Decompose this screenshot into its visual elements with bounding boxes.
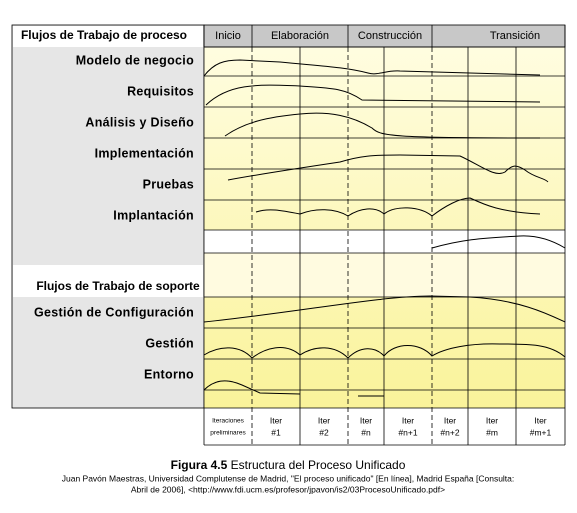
iteration-label: #n+1 xyxy=(398,427,417,437)
support-box xyxy=(13,265,203,297)
left-panel xyxy=(11,24,205,409)
iteration-label: #2 xyxy=(319,427,329,437)
workflow-grid xyxy=(203,24,566,446)
iteration-label: preliminares xyxy=(210,430,246,437)
iteration-label: #m+1 xyxy=(530,427,552,437)
caption-source: Abril de 2006], <http://www.fdi.ucm.es/p… xyxy=(131,484,445,494)
iteration-label: Iter xyxy=(318,415,330,425)
phase: Inicio xyxy=(215,30,241,42)
iteration-label: #n xyxy=(361,427,371,437)
iteration-label: Iter xyxy=(444,415,456,425)
iteration-label: Iter xyxy=(360,415,372,425)
iteration-label: #m xyxy=(486,427,498,437)
caption-figure: Figura 4.5 xyxy=(171,458,228,472)
caption: Figura 4.5 Estructura del Proceso Unific… xyxy=(171,458,406,472)
iteration-label: Iter xyxy=(486,415,498,425)
caption-title: Estructura del Proceso Unificado xyxy=(231,458,406,472)
support-title: Flujos de Trabajo de soporte xyxy=(36,279,200,293)
workflow-label: Gestión xyxy=(145,336,194,350)
workflow-label: Implementación xyxy=(95,146,194,160)
workflow-label: Requisitos xyxy=(127,84,194,98)
workflow-label: Pruebas xyxy=(143,177,194,191)
header-title: Flujos de Trabajo de proceso xyxy=(21,28,187,42)
workflow-label: Entorno xyxy=(144,367,194,381)
iteration-label: Iter xyxy=(270,415,282,425)
iteration-label: Iter xyxy=(402,415,414,425)
iteration-label: Iteraciones xyxy=(212,418,245,425)
caption-source: Juan Pavón Maestras, Universidad Complut… xyxy=(62,473,515,483)
phase: Construcción xyxy=(358,30,422,42)
header-box xyxy=(13,26,203,47)
workflow-label: Modelo de negocio xyxy=(76,53,194,67)
workflow-label: Implantación xyxy=(113,208,194,222)
phase: Elaboración xyxy=(271,30,329,42)
iterations: Iteraciones preliminares Iter #1 Iter #2 Iter #… xyxy=(210,415,551,437)
workflow-label: Gestión de Configuración xyxy=(34,305,194,319)
iteration-label: #1 xyxy=(271,427,281,437)
workflow-label: Análisis y Diseño xyxy=(85,115,194,129)
phase: Transición xyxy=(490,30,540,42)
iteration-label: Iter xyxy=(534,415,546,425)
iteration-label: #n+2 xyxy=(440,427,459,437)
